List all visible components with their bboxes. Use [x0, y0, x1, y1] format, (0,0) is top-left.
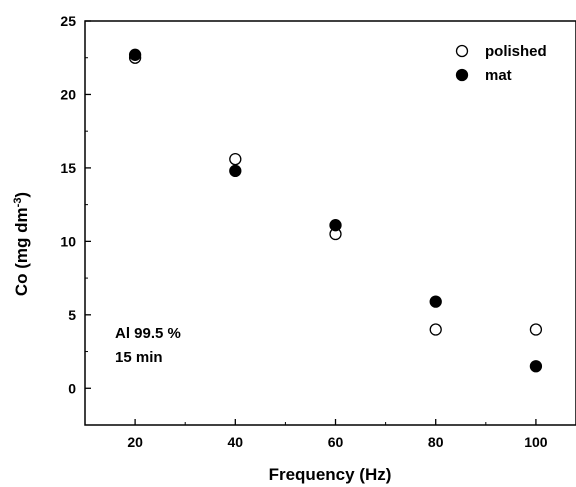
data-point-mat — [229, 164, 242, 177]
x-tick-label: 40 — [228, 434, 244, 450]
y-axis-title-main: Co (mg dm — [12, 207, 31, 296]
legend-marker-polished — [455, 44, 469, 58]
data-point-mat — [128, 48, 142, 61]
legend-label-mat: mat — [485, 67, 512, 84]
x-tick-label: 20 — [127, 434, 143, 450]
legend: polished mat — [455, 43, 547, 84]
x-tick-label: 80 — [428, 434, 444, 450]
data-point-polished — [529, 323, 543, 336]
data-point-polished — [229, 152, 242, 166]
y-tick-label: 15 — [60, 160, 76, 176]
y-tick-label: 0 — [68, 380, 76, 396]
y-axis-title: Co (mg dm-3) — [12, 192, 31, 296]
plot-frame — [84, 20, 576, 426]
x-tick-label: 60 — [328, 434, 344, 450]
x-axis-title: Frequency (Hz) — [269, 465, 392, 484]
legend-label-polished: polished — [485, 43, 547, 60]
data-point-mat — [429, 295, 442, 308]
legend-marker-mat — [455, 68, 469, 82]
annotation-alloy: Al 99.5 % — [115, 325, 181, 342]
x-axis: 20 40 60 80 100 — [127, 419, 548, 450]
data-points — [128, 48, 543, 373]
data-point-polished — [429, 323, 442, 336]
y-tick-label: 5 — [68, 307, 76, 323]
x-tick-label: 100 — [524, 434, 548, 450]
y-axis-title-sup: -3 — [12, 198, 24, 208]
y-tick-label: 20 — [60, 86, 76, 102]
annotation-time: 15 min — [115, 349, 163, 366]
data-point-mat — [329, 219, 342, 232]
y-axis: 0 5 10 15 20 25 — [60, 13, 91, 426]
y-tick-label: 25 — [60, 13, 76, 29]
data-point-mat — [529, 360, 543, 373]
y-tick-label: 10 — [60, 233, 76, 249]
y-axis-title-close: ) — [12, 192, 31, 198]
